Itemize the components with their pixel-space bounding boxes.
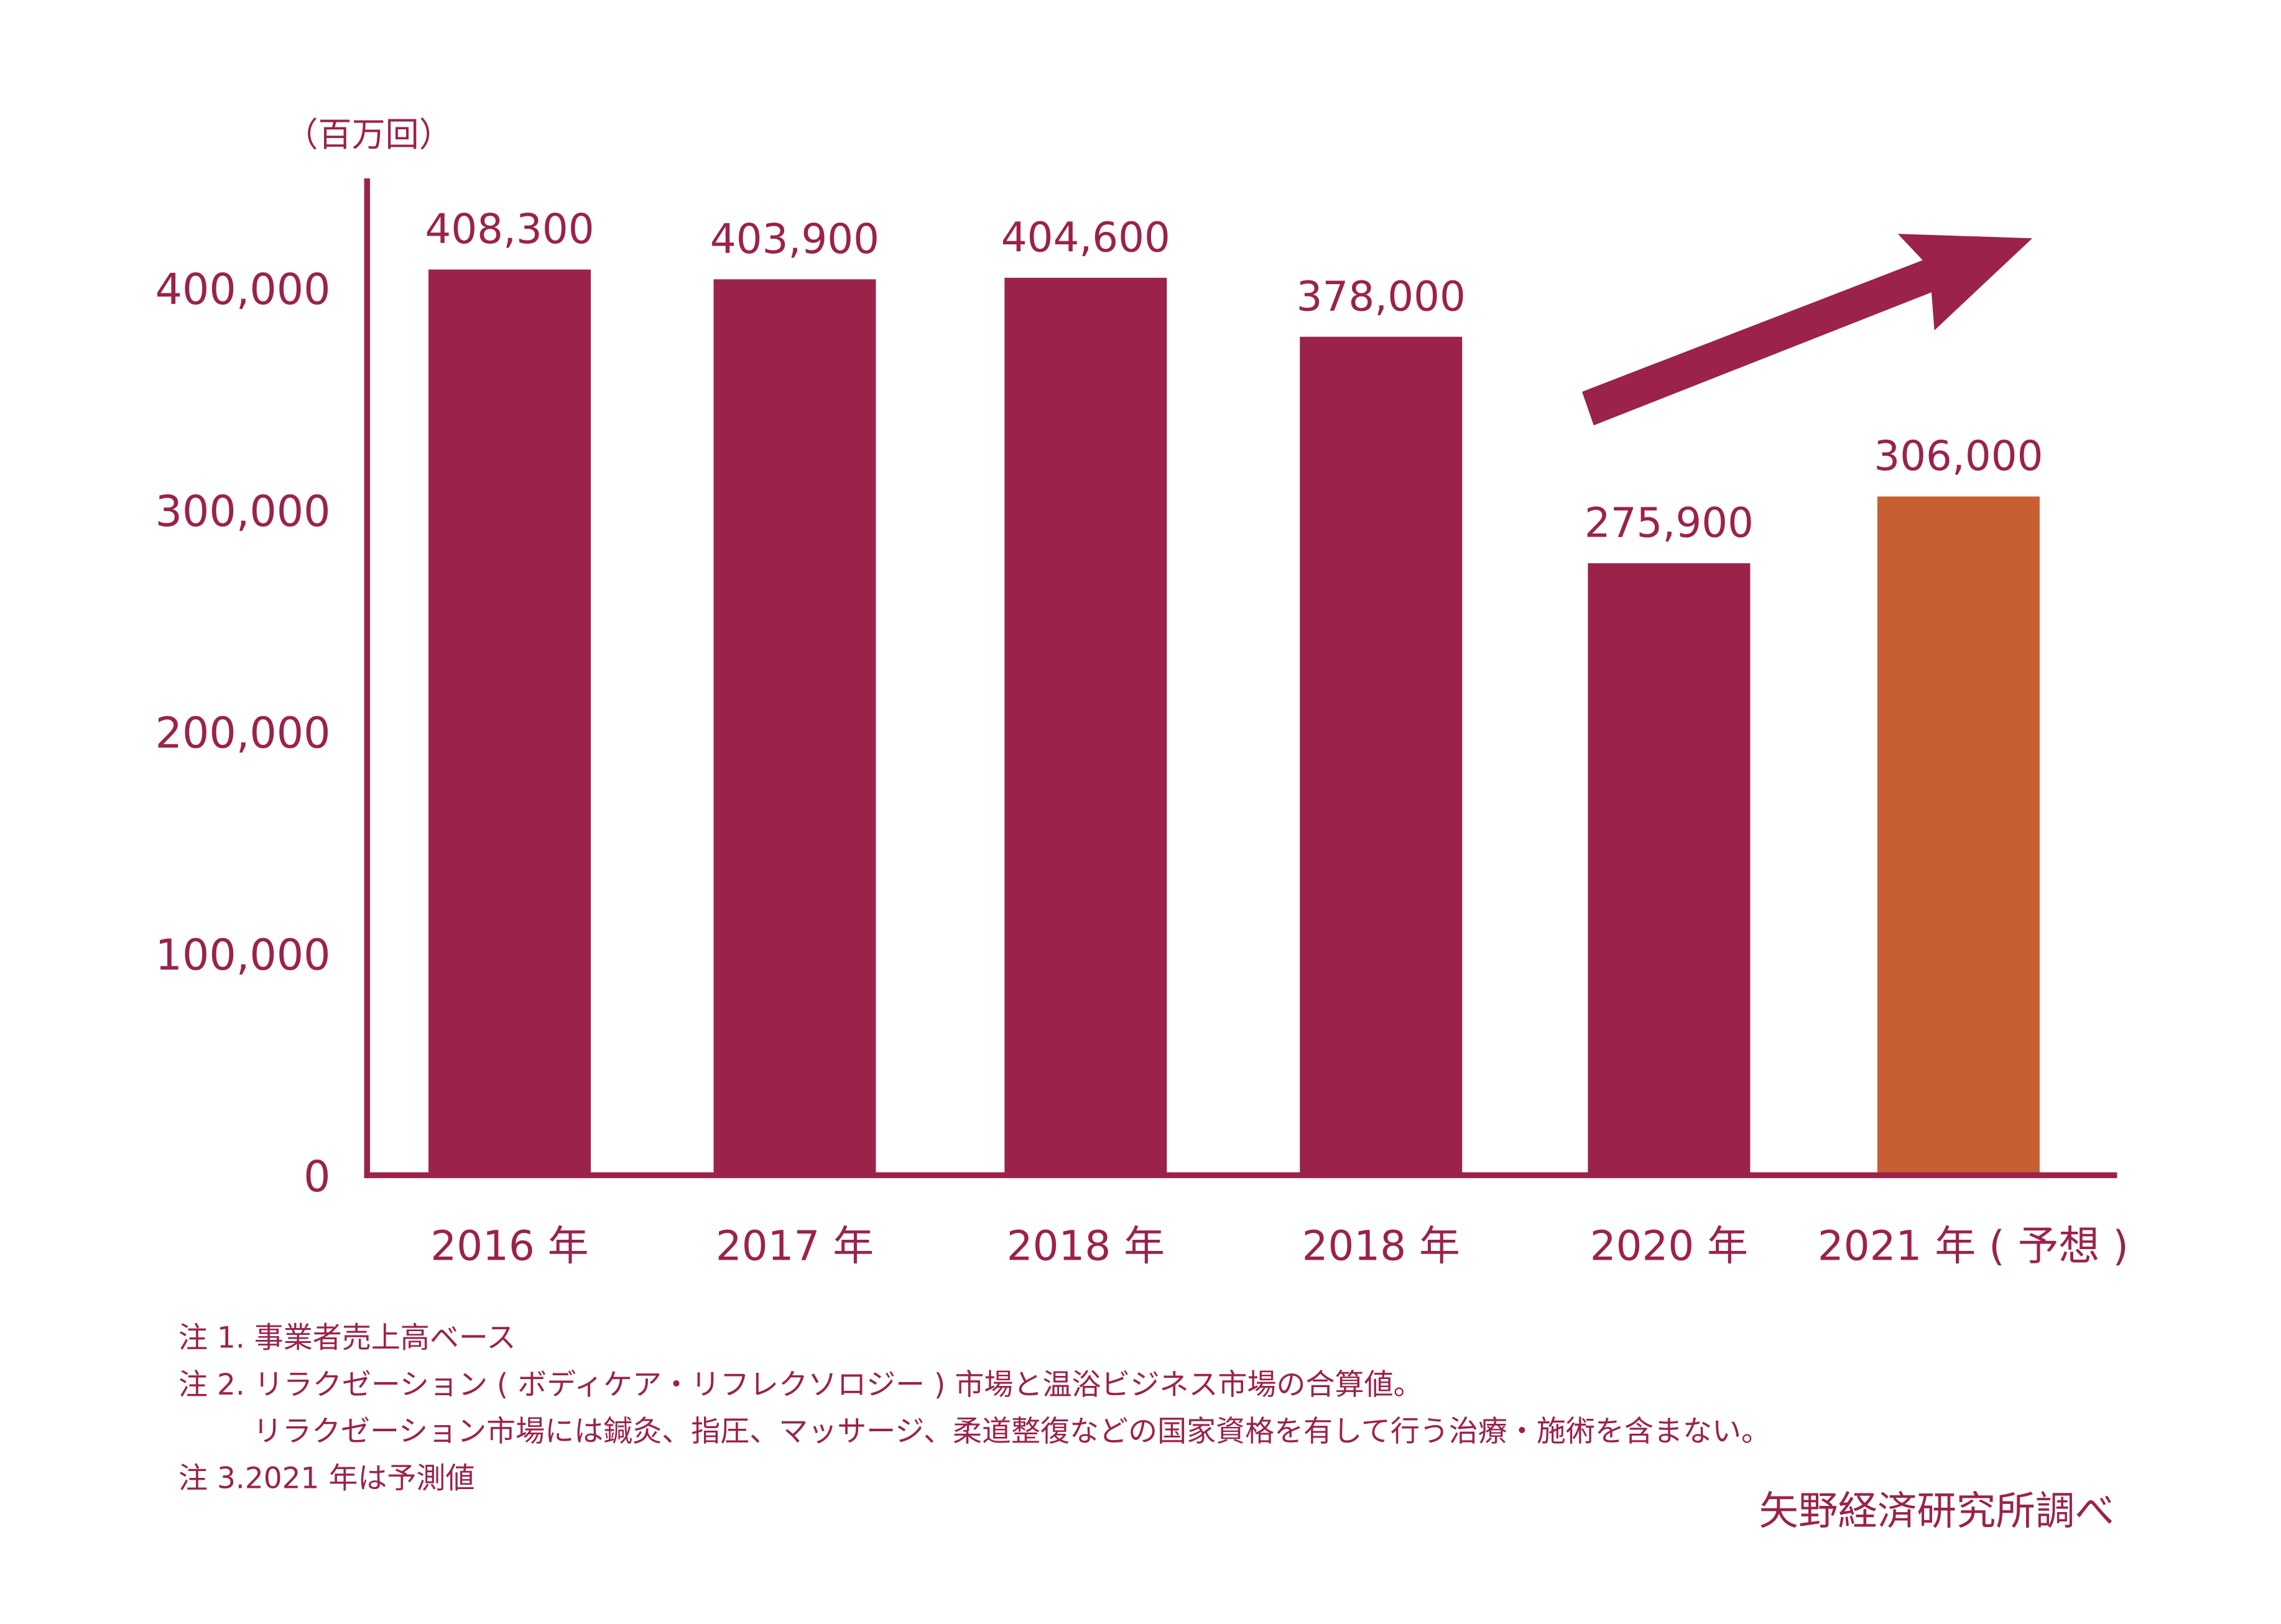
- bar-5: [1877, 496, 2040, 1176]
- trend-arrow-icon: [1582, 234, 2033, 426]
- value-label: 306,000: [1874, 432, 2043, 480]
- value-label: 404,600: [1001, 213, 1170, 261]
- x-tick-label: 2018 年: [1302, 1222, 1460, 1270]
- note-1: 注 1. 事業者売上高ベース: [178, 1321, 516, 1355]
- y-tick-label: 400,000: [155, 265, 331, 315]
- y-tick-label: 200,000: [155, 709, 331, 759]
- bar-1: [713, 279, 876, 1176]
- x-tick-label: 2021 年 ( 予想 ): [1818, 1222, 2129, 1270]
- note-3: 注 3.2021 年は予測値: [178, 1461, 475, 1495]
- x-tick-label: 2018 年: [1007, 1222, 1165, 1270]
- y-tick-label: 100,000: [155, 931, 331, 980]
- y-tick-label: 300,000: [155, 487, 331, 537]
- x-tick-label: 2020 年: [1590, 1222, 1748, 1270]
- x-tick-label: 2017 年: [716, 1222, 874, 1270]
- value-label: 408,300: [425, 205, 594, 253]
- y-axis-unit-label: （百万回）: [284, 115, 452, 154]
- value-label: 275,900: [1585, 499, 1754, 547]
- source-label: 矢野経済研究所調べ: [1759, 1488, 2114, 1534]
- bar-0: [428, 269, 591, 1176]
- note-2-continued: リラクゼーション市場には鍼灸、指圧、マッサージ、柔道整復などの国家資格を有して行…: [253, 1414, 1770, 1449]
- y-tick-label: 0: [303, 1153, 330, 1202]
- value-label: 378,000: [1297, 272, 1466, 320]
- bar-2: [1004, 277, 1167, 1176]
- bar-3: [1300, 336, 1463, 1176]
- note-2: 注 2. リラクゼーション ( ボディケア・リフレクソロジー ) 市場と温浴ビジ…: [178, 1368, 1423, 1402]
- x-tick-label: 2016 年: [430, 1222, 588, 1270]
- bar-4: [1588, 563, 1751, 1176]
- value-label: 403,900: [710, 215, 879, 263]
